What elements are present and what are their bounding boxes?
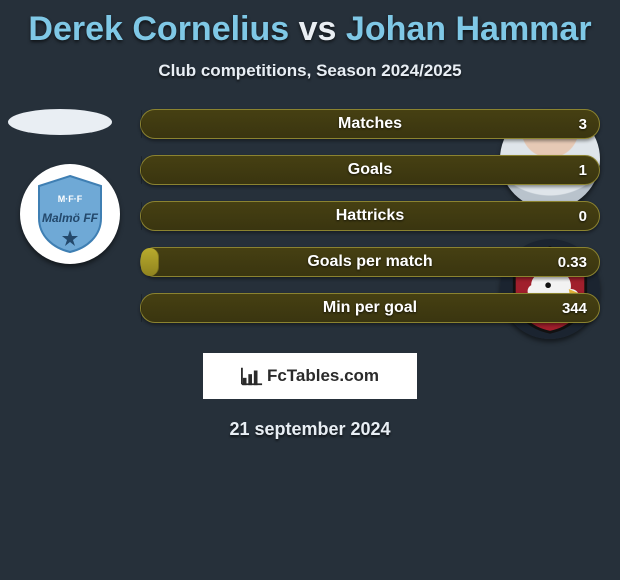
malmo-ff-icon: M·F·F Malmö FF: [35, 174, 105, 254]
title-vs: vs: [299, 10, 337, 48]
stat-row-right-value: 1: [579, 156, 587, 184]
stat-row-right-value: 344: [562, 294, 587, 322]
stat-row-right-value: 3: [579, 110, 587, 138]
stat-row: Goals per match0.33: [140, 247, 600, 277]
svg-text:Malmö FF: Malmö FF: [42, 211, 99, 225]
stat-row: Goals1: [140, 155, 600, 185]
stat-row: Matches3: [140, 109, 600, 139]
subtitle: Club competitions, Season 2024/2025: [0, 61, 620, 81]
player-a-club-badge: M·F·F Malmö FF: [20, 164, 120, 264]
footer-date: 21 september 2024: [0, 419, 620, 440]
title-player-b: Johan Hammar: [346, 10, 592, 48]
title-player-a: Derek Cornelius: [28, 10, 289, 48]
svg-text:M·F·F: M·F·F: [58, 194, 83, 204]
stat-row-right-value: 0: [579, 202, 587, 230]
stat-row-label: Goals: [141, 156, 599, 184]
stat-row: Hattricks0: [140, 201, 600, 231]
bar-chart-icon: [241, 365, 263, 387]
brand-text: FcTables.com: [267, 366, 379, 386]
stat-row-label: Min per goal: [141, 294, 599, 322]
stat-row-right-value: 0.33: [558, 248, 587, 276]
stat-row-label: Matches: [141, 110, 599, 138]
player-a-avatar: [8, 109, 112, 135]
stat-row-label: Hattricks: [141, 202, 599, 230]
brand-badge[interactable]: FcTables.com: [203, 353, 417, 399]
page-title: Derek Cornelius vs Johan Hammar: [0, 0, 620, 49]
comparison-stage: M·F·F Malmö FF REDHAWKS Matches3Goals1Ha…: [0, 109, 620, 339]
stat-row: Min per goal344: [140, 293, 600, 323]
stat-rows: Matches3Goals1Hattricks0Goals per match0…: [140, 109, 600, 339]
stat-row-label: Goals per match: [141, 248, 599, 276]
